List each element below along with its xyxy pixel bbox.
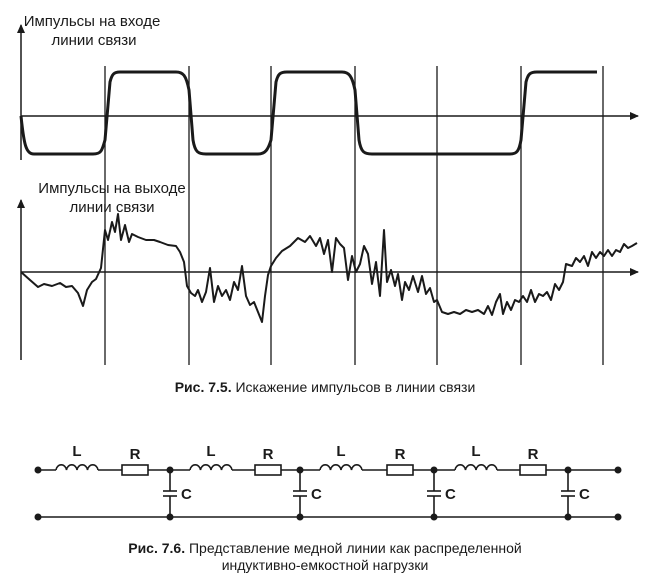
capacitor-1-label: C — [181, 486, 192, 503]
figure-7-6-number: Рис. 7.6. — [128, 540, 186, 556]
resistor-3-label: R — [395, 446, 406, 463]
input-label-line2: линии связи — [51, 32, 136, 49]
input-label-line1: Импульсы на входе — [24, 13, 161, 30]
output-label-line2: линии связи — [69, 199, 154, 216]
inductor-4-label: L — [471, 443, 480, 460]
capacitor-4-label: C — [579, 486, 590, 503]
inductor-1 — [55, 464, 99, 471]
figure-7-5-number: Рис. 7.5. — [174, 379, 232, 395]
inductor-2-label: L — [206, 443, 215, 460]
output-label-line1: Импульсы на выходе — [38, 180, 185, 197]
timing-grid-lines — [104, 66, 604, 365]
capacitor-1 — [163, 470, 177, 517]
resistor-3 — [386, 464, 414, 476]
figure-7-6-caption-line1: Рис. 7.6. Представление медной линии как… — [0, 540, 650, 557]
inductor-1-label: L — [72, 443, 81, 460]
resistor-4-label: R — [528, 446, 539, 463]
figure-7-5-caption: Рис. 7.5. Искажение импульсов в линии св… — [0, 379, 650, 396]
capacitor-3-label: C — [445, 486, 456, 503]
inductor-3 — [319, 464, 363, 471]
capacitor-4 — [561, 470, 575, 517]
output-distorted-waveform — [20, 213, 638, 323]
resistor-2-label: R — [263, 446, 274, 463]
figure-7-6-caption: Рис. 7.6. Представление медной линии как… — [0, 540, 650, 574]
resistor-2 — [254, 464, 282, 476]
pulse-distortion-diagram: Импульсы на входе линии связи Импульсы н… — [17, 13, 639, 365]
resistor-1 — [121, 464, 149, 476]
figure-7-6-caption-line2: индуктивно-емкостной нагрузки — [221, 557, 429, 573]
capacitor-2 — [293, 470, 307, 517]
junction-dots — [34, 466, 622, 521]
resistor-1-label: R — [130, 446, 141, 463]
resistor-4 — [519, 464, 547, 476]
figure-7-6-title: Представление медной линии как распредел… — [185, 540, 522, 556]
lc-line-schematic: L L L L R R R R C C C C — [34, 443, 622, 521]
capacitor-3 — [427, 470, 441, 517]
inductor-3-label: L — [336, 443, 345, 460]
inductor-4 — [454, 464, 498, 471]
figure-7-5-title: Искажение импульсов в линии связи — [231, 379, 476, 395]
inductor-2 — [189, 464, 233, 471]
input-pulse-waveform — [19, 70, 597, 156]
capacitor-2-label: C — [311, 486, 322, 503]
